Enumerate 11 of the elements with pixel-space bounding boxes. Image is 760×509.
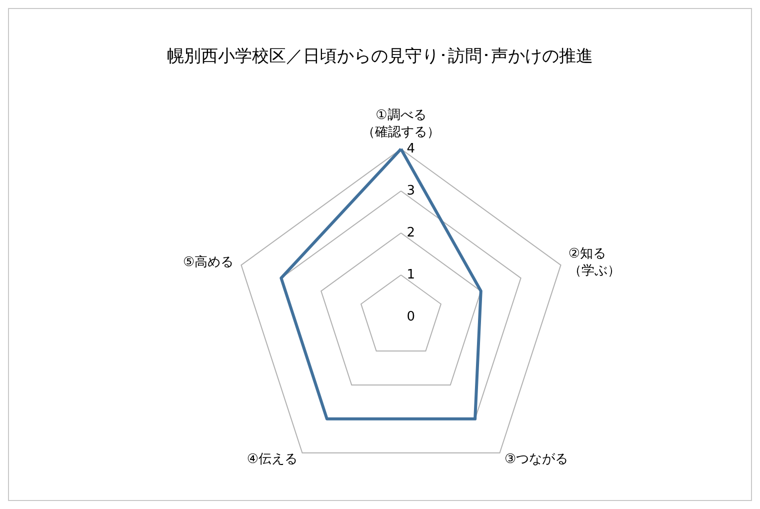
spoke-label: ⑤高める [182, 254, 234, 270]
spoke-label: ④伝える [246, 452, 298, 467]
chart-title: 幌別西小学校区／日頃からの見守り･訪問･声かけの推進 [167, 46, 593, 66]
spoke-label: ②知る（学ぶ） [568, 246, 620, 279]
y-tick-label: 2 [406, 226, 415, 240]
spoke-label: ①調べる（確認する） [362, 108, 440, 140]
y-tick-label: 4 [406, 142, 415, 156]
y-tick-label: 1 [406, 268, 415, 282]
y-tick-label: 0 [406, 310, 415, 324]
spoke-label: ③つながる [504, 452, 568, 467]
y-tick-label: 3 [406, 184, 415, 198]
